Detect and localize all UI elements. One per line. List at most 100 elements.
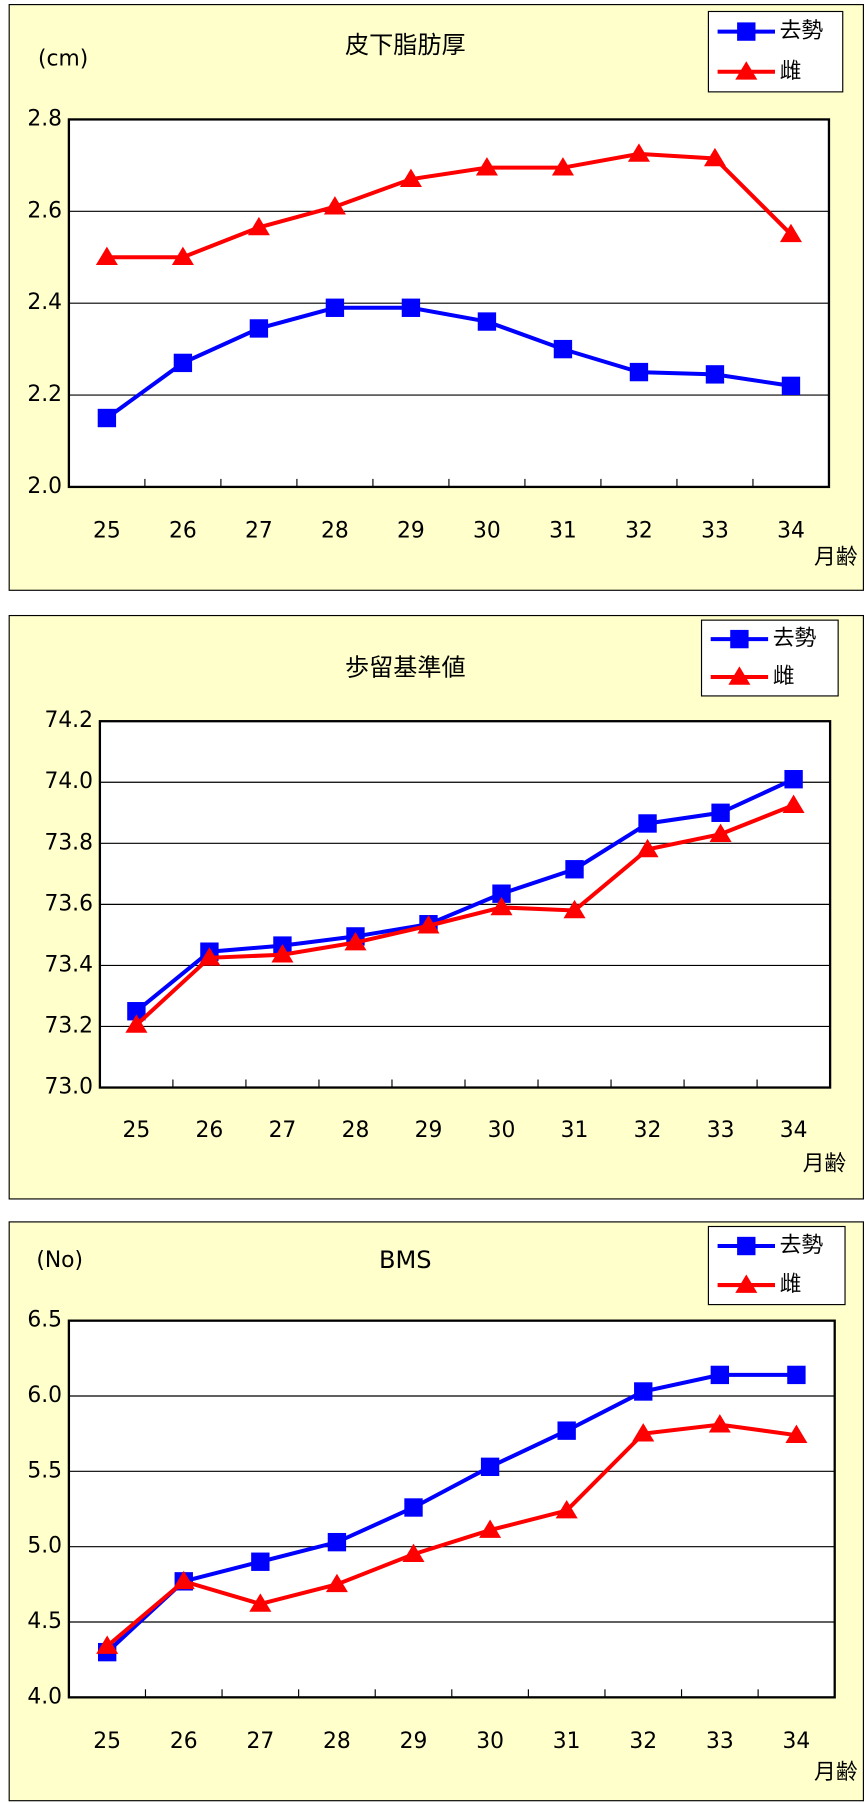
y-tick-label: 5.5 bbox=[27, 1458, 62, 1483]
y-tick-label: 4.5 bbox=[27, 1609, 62, 1634]
marker bbox=[249, 319, 269, 338]
x-tick-label: 29 bbox=[400, 1729, 428, 1754]
x-tick-label: 33 bbox=[706, 1729, 734, 1754]
marker bbox=[737, 22, 756, 41]
y-tick-label: 73.8 bbox=[44, 830, 93, 855]
unit-label: (cm) bbox=[38, 47, 88, 72]
marker bbox=[627, 143, 650, 162]
x-tick-label: 27 bbox=[246, 1729, 274, 1754]
series-line bbox=[106, 151, 793, 260]
marker bbox=[629, 362, 649, 382]
marker bbox=[344, 931, 367, 951]
marker bbox=[553, 339, 573, 359]
x-tick-label: 26 bbox=[169, 519, 197, 544]
marker bbox=[638, 814, 657, 833]
marker bbox=[325, 1573, 348, 1593]
marker bbox=[781, 376, 801, 396]
marker bbox=[555, 1499, 578, 1519]
legend-label: 雌 bbox=[773, 664, 795, 689]
marker bbox=[247, 216, 270, 236]
marker bbox=[490, 896, 513, 916]
chart-title: BMS bbox=[379, 1246, 432, 1274]
x-tick-label: 25 bbox=[93, 1729, 121, 1754]
plot-area bbox=[68, 1320, 835, 1698]
marker bbox=[95, 246, 118, 266]
marker bbox=[404, 1498, 423, 1517]
y-tick-label: 73.6 bbox=[44, 891, 93, 916]
marker bbox=[172, 1570, 195, 1590]
marker bbox=[249, 1593, 272, 1612]
marker bbox=[402, 1543, 425, 1563]
marker bbox=[632, 1423, 655, 1442]
marker bbox=[417, 915, 440, 934]
x-tick-label: 27 bbox=[245, 519, 273, 544]
y-tick-label: 5.0 bbox=[27, 1534, 62, 1559]
marker bbox=[479, 1519, 502, 1538]
y-tick-label: 73.2 bbox=[44, 1013, 93, 1038]
legend-label: 去勢 bbox=[773, 626, 817, 651]
marker bbox=[271, 944, 294, 963]
y-tick-label: 2.2 bbox=[27, 382, 62, 407]
legend-box bbox=[700, 619, 839, 697]
x-tick-label: 29 bbox=[415, 1118, 443, 1143]
x-tick-label: 34 bbox=[777, 519, 805, 544]
marker bbox=[125, 1014, 148, 1033]
x-tick-label: 33 bbox=[707, 1118, 735, 1143]
marker bbox=[708, 1414, 731, 1433]
marker bbox=[703, 147, 726, 167]
marker bbox=[401, 298, 421, 317]
legend-label: 雌 bbox=[780, 59, 802, 84]
series-line bbox=[105, 305, 792, 420]
chart-title: 皮下脂肪厚 bbox=[345, 31, 466, 59]
marker bbox=[737, 1236, 756, 1256]
marker bbox=[173, 353, 193, 373]
x-tick-label: 27 bbox=[269, 1118, 297, 1143]
y-tick-label: 73.0 bbox=[44, 1075, 93, 1100]
marker bbox=[709, 823, 732, 842]
x-tick-label: 31 bbox=[553, 1729, 581, 1754]
y-tick-label: 4.0 bbox=[27, 1684, 62, 1709]
x-tick-label: 28 bbox=[323, 1729, 351, 1754]
x-tick-label: 31 bbox=[561, 1118, 589, 1143]
series-line bbox=[105, 1422, 797, 1648]
x-tick-label: 28 bbox=[342, 1118, 370, 1143]
y-tick-label: 73.4 bbox=[44, 952, 93, 977]
x-tick-label: 32 bbox=[634, 1118, 662, 1143]
series-line bbox=[105, 1372, 797, 1654]
x-axis-label: 月齢 bbox=[814, 1760, 858, 1785]
marker bbox=[787, 1365, 806, 1385]
marker bbox=[557, 1421, 576, 1440]
marker bbox=[127, 1002, 146, 1021]
marker bbox=[480, 1457, 500, 1477]
x-tick-label: 31 bbox=[549, 519, 577, 544]
legend-box bbox=[707, 1225, 846, 1306]
marker bbox=[96, 1635, 119, 1654]
x-tick-label: 26 bbox=[196, 1118, 224, 1143]
y-tick-label: 6.0 bbox=[27, 1383, 62, 1408]
marker bbox=[399, 168, 422, 187]
x-tick-label: 32 bbox=[629, 1729, 657, 1754]
marker bbox=[325, 298, 345, 317]
marker bbox=[730, 629, 749, 649]
x-tick-label: 29 bbox=[397, 519, 425, 544]
y-tick-label: 2.0 bbox=[27, 474, 62, 499]
marker bbox=[636, 838, 659, 858]
marker bbox=[323, 196, 346, 215]
marker bbox=[563, 899, 586, 919]
legend-label: 去勢 bbox=[780, 19, 824, 44]
y-tick-label: 2.6 bbox=[27, 198, 62, 223]
marker bbox=[97, 408, 117, 428]
marker bbox=[477, 312, 497, 331]
marker bbox=[785, 1424, 808, 1443]
y-tick-label: 2.8 bbox=[27, 106, 62, 131]
x-axis-label: 月齢 bbox=[814, 545, 858, 570]
x-axis-label: 月齢 bbox=[803, 1151, 847, 1176]
y-tick-label: 6.5 bbox=[27, 1308, 62, 1333]
marker bbox=[634, 1382, 653, 1401]
x-tick-label: 28 bbox=[321, 519, 349, 544]
y-tick-label: 2.4 bbox=[27, 290, 62, 315]
marker bbox=[728, 666, 751, 685]
x-tick-label: 26 bbox=[170, 1729, 198, 1754]
